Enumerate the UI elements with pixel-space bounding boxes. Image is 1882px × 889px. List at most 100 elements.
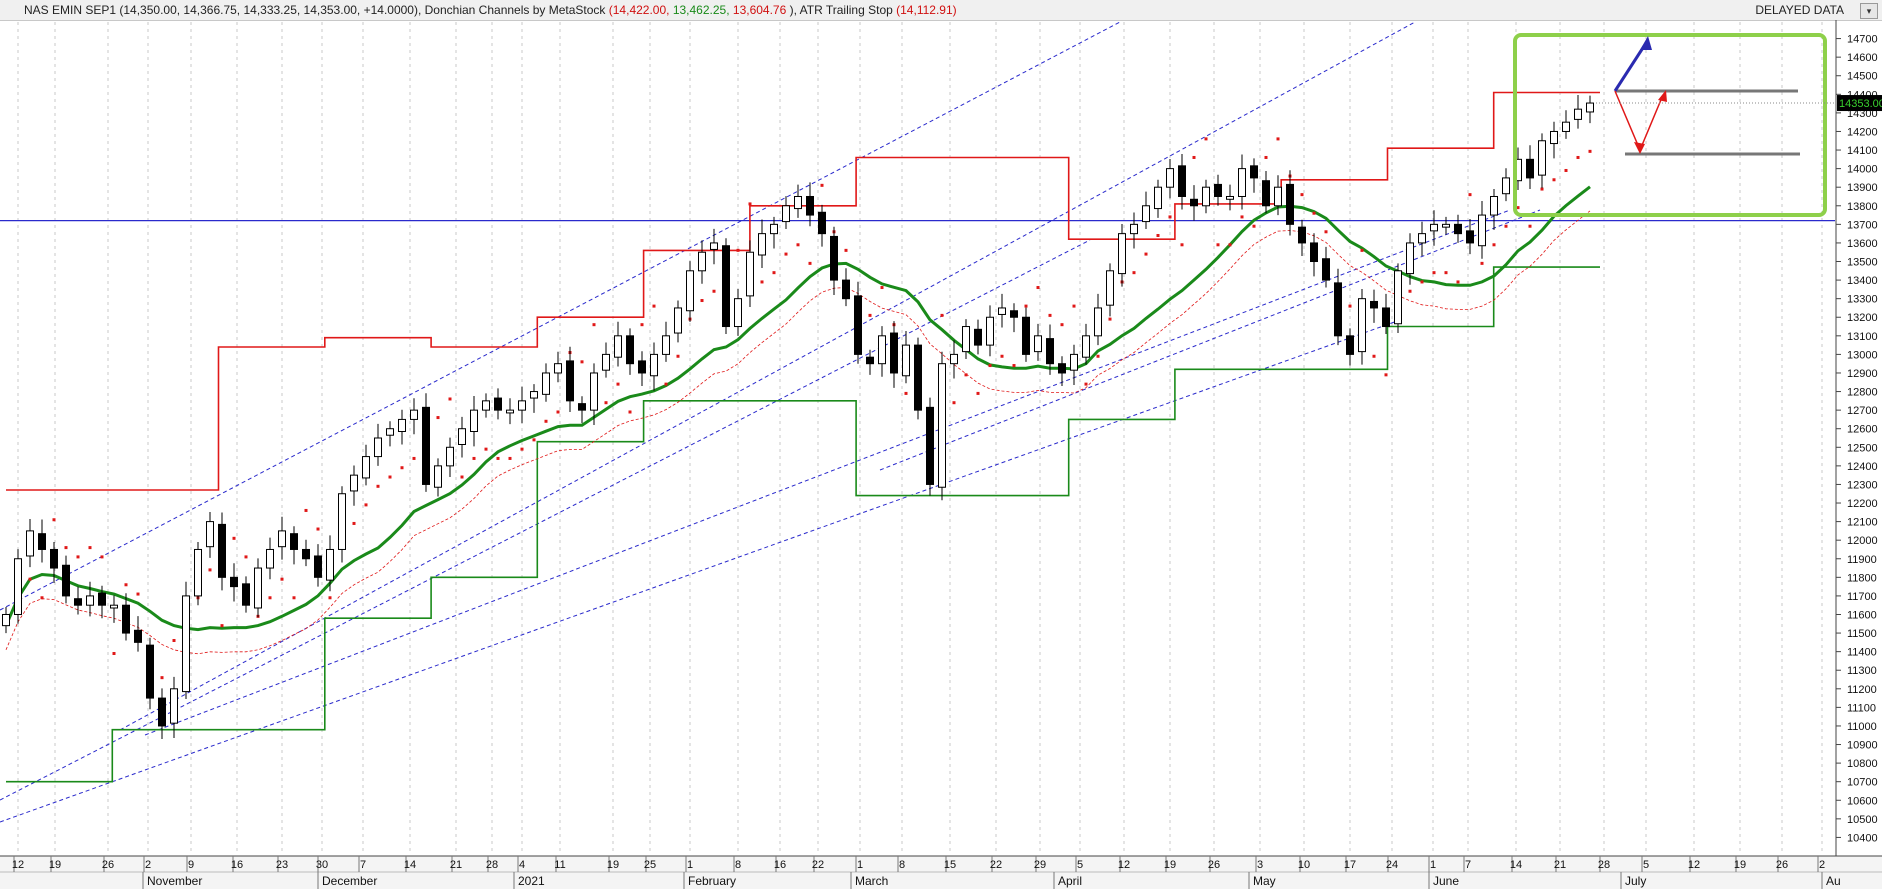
x-day-label: 7 (1465, 859, 1471, 871)
swing-arrow (1614, 90, 1664, 152)
y-tick-label: 11200 (1847, 684, 1877, 696)
atr-stop-dot (628, 410, 632, 414)
atr-stop-dot (796, 243, 800, 247)
candle-body (866, 356, 874, 365)
swing-arrow-head-up (1658, 90, 1667, 102)
candle-body (662, 335, 670, 355)
y-tick-label: 13400 (1847, 275, 1878, 287)
y-tick-label: 12900 (1847, 368, 1878, 380)
atr-stop-dot (160, 676, 164, 680)
atr-stop-dot (100, 555, 104, 559)
atr-stop-dot (412, 456, 416, 460)
candle-body (1166, 168, 1174, 188)
candle-body (182, 595, 190, 693)
atr-stop-dot (700, 299, 704, 303)
candle-body (374, 437, 382, 458)
atr-stop-dot (1468, 193, 1472, 197)
candle-body (770, 223, 778, 235)
atr-stop-dot (1192, 155, 1196, 159)
candle-body (626, 335, 634, 365)
candle-body (1238, 168, 1246, 197)
atr-stop-dot (652, 304, 656, 308)
atr-stop-dot (1156, 234, 1160, 238)
candle-body (542, 372, 550, 395)
candle-body (842, 279, 850, 300)
y-tick-label: 13700 (1847, 219, 1878, 231)
atr-stop-dot (532, 438, 536, 442)
y-tick-label: 12300 (1847, 479, 1878, 491)
x-day-label: 26 (102, 859, 114, 871)
atr-stop-dot (760, 280, 764, 284)
candle-body (1214, 183, 1222, 197)
atr-stop-dot (748, 202, 752, 206)
atr-label[interactable]: ATR Trailing Stop (799, 3, 893, 17)
chevron-down-icon[interactable]: ▾ (1860, 3, 1878, 19)
atr-stop-dot (1144, 252, 1148, 256)
candle-body (1562, 121, 1570, 132)
x-day-label: 8 (899, 859, 905, 871)
x-day-label: 12 (1688, 859, 1700, 871)
candle-body (818, 211, 826, 235)
atr-stop-dot (1444, 271, 1448, 275)
y-tick-label: 11700 (1847, 591, 1877, 603)
chart-title-bar: NAS EMIN SEP1 (14,350.00, 14,366.75, 14,… (0, 0, 1882, 21)
y-tick-label: 14200 (1847, 126, 1878, 138)
candle-body (1466, 230, 1474, 244)
candle-body (566, 360, 574, 402)
candle-body (1082, 335, 1090, 358)
atr-stop-dot (1072, 304, 1076, 308)
atr-stop-dot (76, 555, 80, 559)
trendline (0, 239, 1091, 801)
y-tick-label: 13500 (1847, 257, 1878, 269)
x-day-label: 2 (1819, 859, 1825, 871)
x-day-label: 19 (1164, 859, 1176, 871)
atr-stop-dot (784, 252, 788, 256)
x-day-label: 7 (360, 859, 366, 871)
atr-stop-dot (1588, 149, 1592, 153)
candle-body (1382, 307, 1390, 328)
atr-stop-dot (808, 261, 812, 265)
candle-body (1406, 242, 1414, 275)
atr-stop-dot (40, 596, 44, 600)
annotations (1513, 33, 1827, 217)
candle-body (1358, 298, 1366, 353)
donchian-mid-line (4, 185, 1591, 632)
y-tick-label: 11600 (1847, 609, 1877, 621)
candle-body (230, 576, 238, 588)
donchian-label[interactable]: Donchian Channels by MetaStock (424, 3, 606, 17)
y-tick-label: 10900 (1847, 740, 1878, 752)
atr-stop-dot (988, 364, 992, 368)
candle-body (998, 307, 1006, 315)
candle-body (518, 400, 526, 411)
candle-body (806, 195, 814, 216)
x-month-label: June (1433, 874, 1459, 888)
trendlines (0, 21, 1835, 823)
candle-body (974, 328, 982, 346)
atr-stop-dot (1348, 304, 1352, 308)
atr-stop-dot (1480, 261, 1484, 265)
atr-stop-dot (1216, 243, 1220, 247)
candle-body (794, 195, 802, 210)
atr-stop-dot (712, 289, 716, 293)
y-tick-label: 10600 (1847, 795, 1878, 807)
x-day-label: 25 (644, 859, 656, 871)
x-day-label: 26 (1208, 859, 1220, 871)
candle-body (338, 493, 346, 550)
trendline (0, 319, 1401, 823)
y-tick-label: 11300 (1847, 665, 1877, 677)
chart-legend: NAS EMIN SEP1 (14,350.00, 14,366.75, 14,… (24, 0, 957, 20)
candle-body (830, 235, 838, 281)
candle-body (86, 595, 94, 606)
candle-body (1250, 165, 1258, 179)
x-day-label: 28 (486, 859, 498, 871)
atr-stop-dot (1420, 280, 1424, 284)
atr-stop-dot (1528, 224, 1532, 228)
x-day-label: 23 (276, 859, 288, 871)
candle-body (1142, 205, 1150, 223)
candle-body (1190, 198, 1198, 207)
atr-stop-dot (952, 401, 956, 405)
trendline (119, 21, 1416, 731)
atr-stop-dot (1324, 230, 1328, 234)
candle-body (1334, 282, 1342, 337)
